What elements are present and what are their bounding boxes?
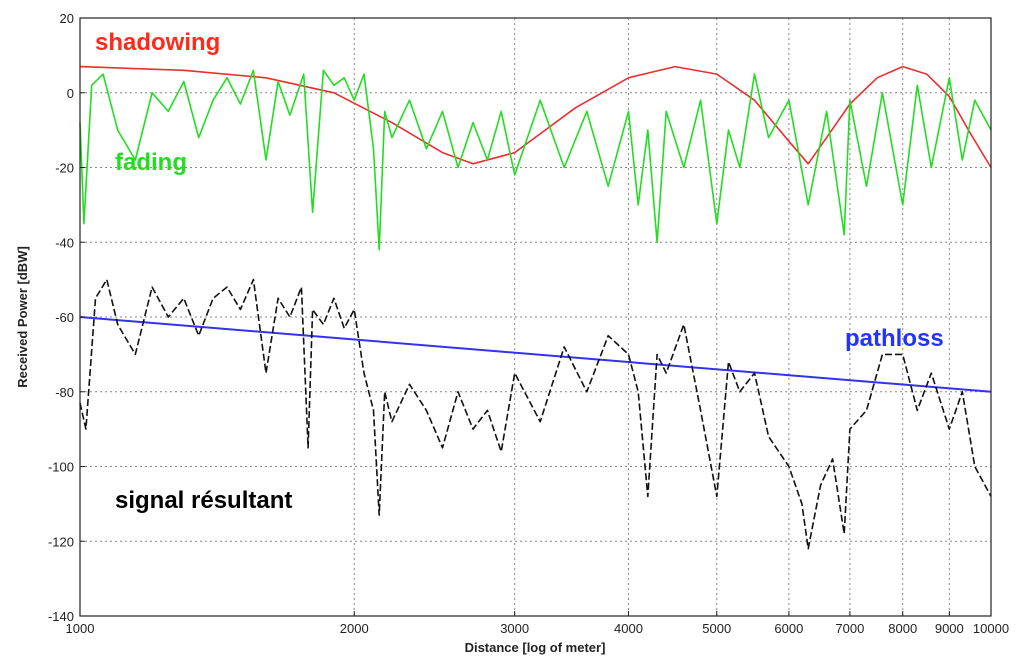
- x-tick-label: 9000: [935, 621, 964, 636]
- annotation-fading: fading: [115, 149, 187, 176]
- x-tick-label: 6000: [774, 621, 803, 636]
- series-pathloss-line: [79, 316, 992, 393]
- series-layer: [79, 65, 992, 550]
- series-shadowing-line: [79, 65, 992, 168]
- y-tick-label: -100: [48, 460, 74, 475]
- annotation-pathloss: pathloss: [845, 325, 944, 352]
- y-tick-label: -60: [55, 310, 74, 325]
- x-axis-title: Distance [log of meter]: [465, 640, 606, 655]
- x-tick-label: 3000: [500, 621, 529, 636]
- y-tick-label: 0: [67, 86, 74, 101]
- grid: [80, 18, 991, 616]
- y-tick-label: -40: [55, 235, 74, 250]
- y-tick-label: -120: [48, 534, 74, 549]
- ticks: 1000 2000 3000 4000 5000 6000 7000 8000 9000 1000…: [48, 11, 1009, 636]
- y-tick-label: -80: [55, 385, 74, 400]
- series-signal-line: [79, 278, 992, 550]
- y-tick-label: -140: [48, 609, 74, 624]
- x-tick-label: 4000: [614, 621, 643, 636]
- x-tick-label: 1000: [66, 621, 95, 636]
- y-axis-title: Received Power [dBW]: [15, 246, 30, 388]
- y-tick-label: 20: [60, 11, 74, 26]
- annotation-shadowing: shadowing: [95, 29, 220, 56]
- x-tick-label: 5000: [702, 621, 731, 636]
- x-tick-label: 10000: [973, 621, 1009, 636]
- x-tick-label: 7000: [835, 621, 864, 636]
- x-tick-label: 8000: [888, 621, 917, 636]
- y-tick-label: -20: [55, 161, 74, 176]
- series-fading-line: [79, 69, 992, 251]
- annotation-signal-resultant: signal résultant: [115, 487, 292, 514]
- x-tick-label: 2000: [340, 621, 369, 636]
